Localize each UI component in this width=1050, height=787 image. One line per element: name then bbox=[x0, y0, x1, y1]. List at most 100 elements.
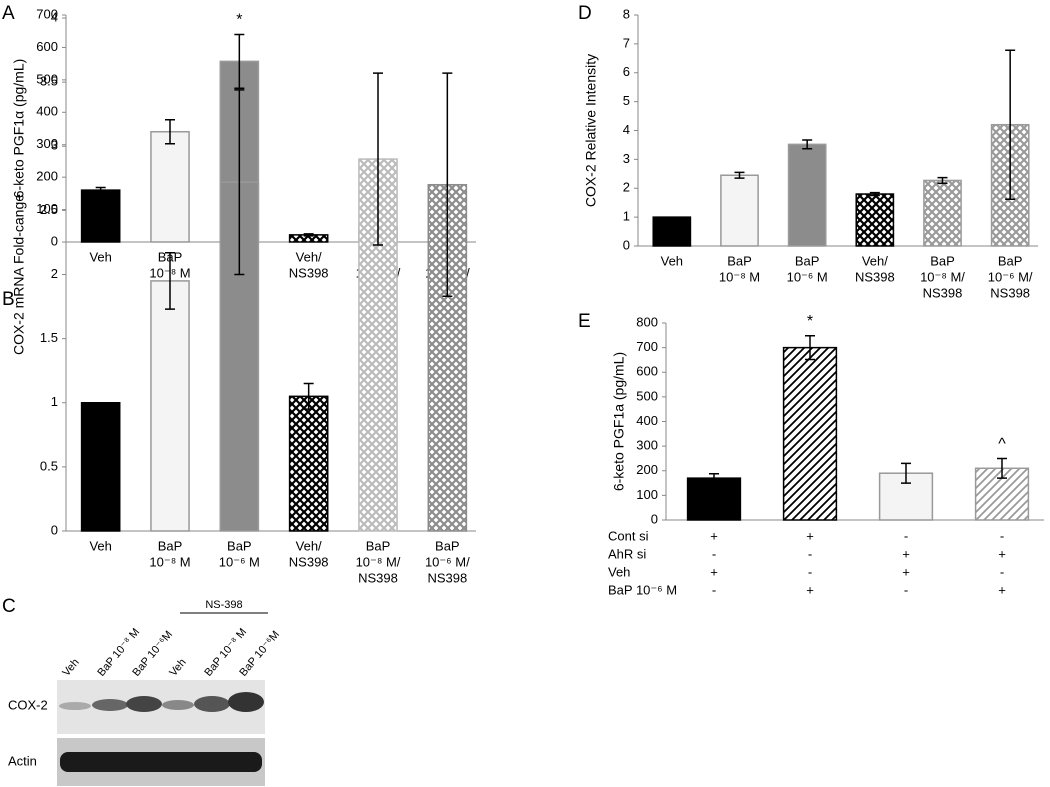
x-tick-label: NS398 bbox=[427, 570, 467, 585]
error-bar bbox=[869, 191, 880, 197]
row-label: COX-2 bbox=[8, 697, 48, 712]
x-tick-label: BaP bbox=[227, 538, 252, 553]
x-tick-label: 10⁻⁸ M/ bbox=[356, 554, 401, 569]
error-bar bbox=[937, 176, 948, 185]
y-tick-label: 500 bbox=[636, 388, 658, 403]
panel-label: A bbox=[2, 3, 15, 24]
y-tick-label: 100 bbox=[636, 487, 658, 502]
band bbox=[60, 752, 262, 772]
x-tick-label: NS398 bbox=[358, 570, 398, 585]
condition-sign: + bbox=[902, 564, 910, 579]
band bbox=[126, 696, 162, 712]
bar bbox=[855, 193, 895, 247]
y-tick-label: 0 bbox=[651, 511, 658, 526]
x-tick-label: NS398 bbox=[990, 285, 1030, 300]
condition-sign: + bbox=[710, 564, 718, 579]
y-tick-label: 500 bbox=[36, 71, 58, 86]
annotation: * bbox=[807, 313, 813, 330]
x-tick-label: 10⁻⁶ M/ bbox=[988, 269, 1033, 284]
bar bbox=[652, 216, 692, 247]
bar bbox=[150, 280, 190, 532]
y-tick-label: 0 bbox=[51, 522, 58, 537]
x-tick-label: BaP bbox=[930, 253, 955, 268]
bar bbox=[80, 189, 121, 243]
y-tick-label: 5 bbox=[623, 93, 630, 108]
y-tick-label: 300 bbox=[36, 136, 58, 151]
condition-sign: - bbox=[808, 564, 812, 579]
y-tick-label: 300 bbox=[636, 438, 658, 453]
y-tick-label: 800 bbox=[636, 314, 658, 329]
condition-sign: - bbox=[1000, 528, 1004, 543]
condition-label: BaP 10⁻⁶ M bbox=[608, 582, 677, 597]
error-bar bbox=[95, 186, 106, 194]
x-tick-label: Veh bbox=[89, 538, 111, 553]
panel-label: B bbox=[2, 289, 15, 310]
x-tick-label: 10⁻⁶ M bbox=[787, 269, 828, 284]
y-tick-label: 400 bbox=[636, 413, 658, 428]
annotation: ^ bbox=[998, 436, 1006, 453]
y-tick-label: 3 bbox=[623, 151, 630, 166]
y-tick-label: 2.5 bbox=[40, 202, 58, 217]
lane-label: Veh bbox=[167, 657, 188, 679]
x-tick-label: BaP bbox=[795, 253, 820, 268]
x-tick-label: NS398 bbox=[855, 269, 895, 284]
error-bar bbox=[901, 462, 911, 484]
x-tick-label: BaP bbox=[998, 253, 1023, 268]
condition-sign: + bbox=[806, 582, 814, 597]
error-bar bbox=[709, 472, 719, 484]
panel-label: C bbox=[2, 596, 16, 617]
bar bbox=[686, 477, 742, 521]
condition-sign: - bbox=[712, 582, 716, 597]
x-tick-label: BaP bbox=[158, 538, 183, 553]
y-tick-label: 2 bbox=[51, 266, 58, 281]
panel-label: E bbox=[578, 311, 591, 332]
bar bbox=[288, 395, 329, 532]
condition-sign: - bbox=[904, 582, 908, 597]
y-axis-title: 6-keto PGF1a (pg/mL) bbox=[611, 352, 627, 491]
x-tick-label: 10⁻⁸ M bbox=[149, 554, 190, 569]
condition-label: AhR si bbox=[608, 546, 646, 561]
condition-sign: - bbox=[1000, 564, 1004, 579]
error-bar bbox=[1005, 49, 1016, 200]
bar bbox=[80, 402, 121, 532]
y-tick-label: 1 bbox=[51, 394, 58, 409]
y-tick-label: 400 bbox=[36, 104, 58, 119]
x-tick-label: Veh/ bbox=[862, 253, 888, 268]
annotation: * bbox=[236, 12, 242, 29]
bar bbox=[782, 346, 838, 521]
bar bbox=[787, 143, 827, 247]
x-tick-label: 10⁻⁶ M/ bbox=[425, 554, 470, 569]
error-bar bbox=[303, 382, 314, 410]
x-tick-label: NS398 bbox=[289, 265, 329, 280]
y-tick-label: 200 bbox=[636, 462, 658, 477]
condition-sign: + bbox=[902, 546, 910, 561]
y-tick-label: 0.5 bbox=[40, 458, 58, 473]
error-bar bbox=[234, 33, 245, 90]
error-bar bbox=[442, 72, 453, 298]
y-tick-label: 6 bbox=[623, 64, 630, 79]
x-tick-label: Veh bbox=[661, 253, 683, 268]
x-tick-label: 10⁻⁸ M bbox=[719, 269, 760, 284]
error-bar bbox=[802, 139, 813, 150]
condition-label: Cont si bbox=[608, 528, 649, 543]
condition-sign: + bbox=[998, 582, 1006, 597]
bar bbox=[720, 174, 759, 247]
condition-sign: + bbox=[710, 528, 718, 543]
band bbox=[194, 696, 230, 712]
error-bar bbox=[373, 72, 383, 246]
x-tick-label: NS398 bbox=[289, 554, 329, 569]
bar bbox=[923, 179, 962, 247]
error-bar bbox=[805, 335, 815, 361]
error-bar bbox=[165, 251, 175, 310]
blot-box bbox=[57, 680, 265, 734]
error-bar bbox=[234, 89, 245, 276]
y-tick-label: 4 bbox=[51, 9, 58, 24]
y-tick-label: 700 bbox=[36, 6, 58, 21]
x-tick-label: 10⁻⁸ M/ bbox=[920, 269, 965, 284]
group-label: NS-398 bbox=[205, 599, 242, 611]
y-tick-label: 0 bbox=[51, 233, 58, 248]
y-tick-label: 8 bbox=[623, 6, 630, 21]
x-tick-label: BaP bbox=[727, 253, 752, 268]
band bbox=[59, 702, 91, 710]
